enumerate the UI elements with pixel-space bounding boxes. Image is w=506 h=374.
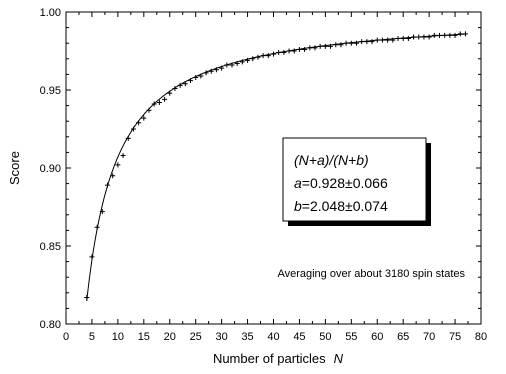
data-point	[115, 162, 121, 168]
x-tick-label: 25	[190, 331, 202, 343]
x-tick-label: 5	[89, 331, 95, 343]
y-tick-label: 0.90	[40, 163, 61, 175]
x-tick-label: 45	[293, 331, 305, 343]
data-point	[120, 153, 126, 159]
x-tick-label: 70	[423, 331, 435, 343]
y-axis-label: Score	[7, 151, 22, 185]
data-point	[354, 40, 359, 46]
data-point	[281, 50, 287, 56]
data-point	[426, 34, 432, 40]
data-point	[405, 36, 411, 42]
x-tick-label: 30	[216, 331, 228, 343]
plot-frame	[65, 11, 482, 325]
data-point	[162, 96, 168, 102]
data-point	[369, 39, 375, 45]
data-point	[156, 99, 162, 105]
x-tick-label: 0	[63, 331, 69, 343]
y-tick-label: 1.00	[40, 7, 61, 19]
y-tick-label: 0.85	[40, 241, 61, 253]
data-point	[322, 43, 328, 49]
data-point	[338, 42, 344, 48]
data-point	[302, 46, 308, 52]
axis-tick-labels: 0 5 10 15 20 25 30 35 40 45 50 55 60 65 70 75 80 0.80 0.85…	[40, 7, 488, 343]
x-tick-label: 20	[164, 331, 176, 343]
y-tick-label: 0.80	[40, 319, 61, 331]
data-point	[385, 37, 391, 43]
y-tick-label: 0.95	[40, 85, 61, 97]
x-tick-label: 40	[267, 331, 279, 343]
x-tick-label: 10	[112, 331, 124, 343]
legend-param-a: a=0.928±0.066	[294, 175, 388, 191]
x-tick-label: 65	[397, 331, 409, 343]
legend-param-b: b=2.048±0.074	[294, 198, 388, 214]
data-point	[312, 45, 318, 51]
x-tick-label: 60	[371, 331, 383, 343]
x-tick-label: 50	[319, 331, 331, 343]
fit-curve	[86, 33, 466, 301]
data-point	[452, 32, 458, 38]
data-point	[141, 115, 147, 121]
data-point	[265, 53, 271, 59]
x-tick-label: 80	[475, 331, 487, 343]
x-tick-label: 15	[138, 331, 150, 343]
x-tick-label: 55	[345, 331, 357, 343]
legend-frame	[282, 137, 427, 222]
legend-formula: (N+a)/(N+b)	[294, 152, 369, 168]
x-tick-label: 75	[449, 331, 461, 343]
x-axis-label: Number of particles N	[213, 351, 344, 366]
legend-box: (N+a)/(N+b) a=0.928±0.066 b=2.048±0.074	[282, 137, 431, 226]
x-tick-label: 35	[241, 331, 253, 343]
annotation-text: Averaging over about 3180 spin states	[277, 268, 465, 280]
data-point	[291, 48, 297, 54]
